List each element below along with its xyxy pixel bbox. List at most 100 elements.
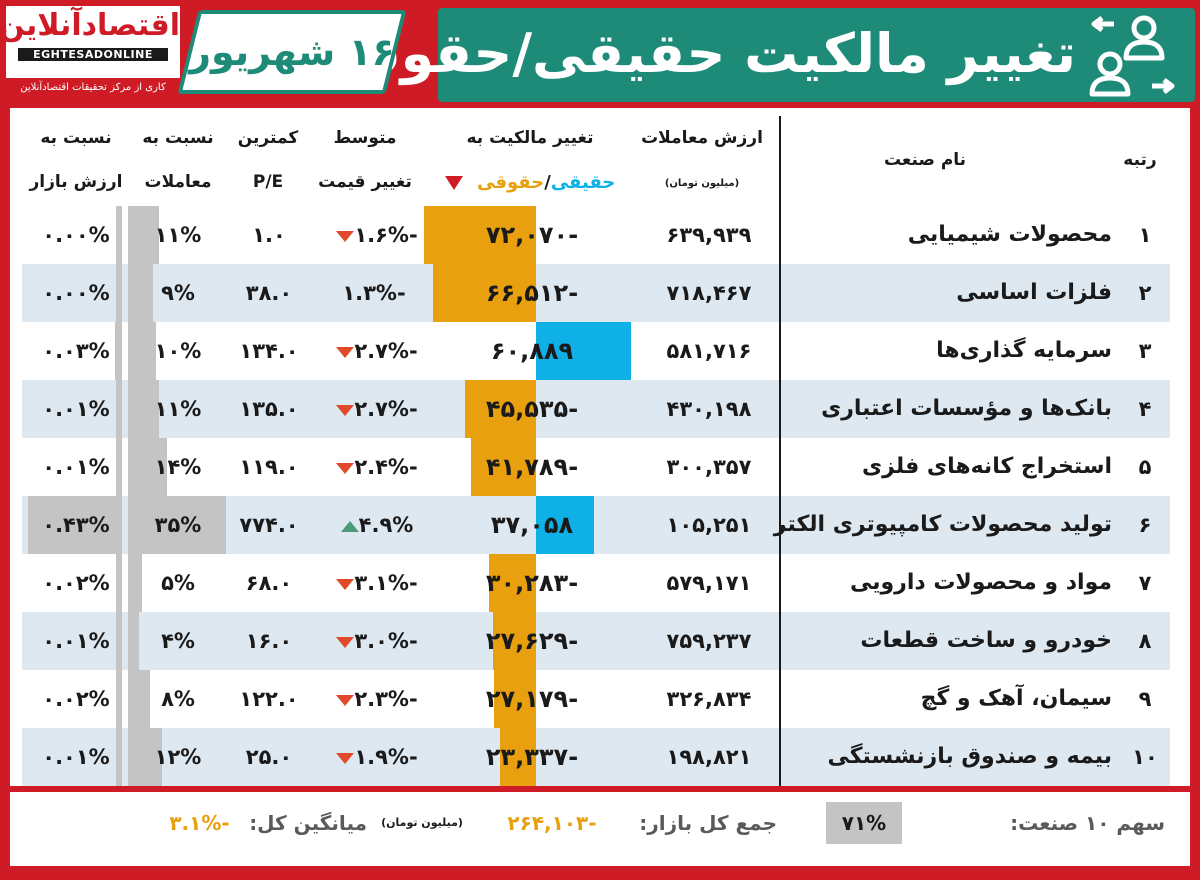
row-avg-change: -۲.۷% bbox=[314, 322, 434, 380]
row-pe: ۲۵.۰ bbox=[245, 745, 293, 769]
footer-avg-label: میانگین کل: bbox=[249, 811, 367, 835]
row-trade-value: ۱۰۵,۲۵۱ bbox=[666, 513, 752, 537]
row-avg-change: -۱.۹% bbox=[314, 728, 434, 786]
table-row: ۹ سیمان، آهک و گچ ۳۲۶,۸۳۴ -۲۷,۱۷۹ -۲.۳% ۱۲۲.۰… bbox=[22, 670, 1170, 728]
row-rank: ۸ bbox=[1138, 629, 1152, 653]
row-pe: ۳۸.۰ bbox=[245, 281, 293, 305]
legal-bar bbox=[489, 554, 536, 612]
legal-bar bbox=[424, 206, 536, 264]
table-row: ۷ مواد و محصولات دارویی ۵۷۹,۱۷۱ -۳۰,۲۸۳ -۳.۱… bbox=[22, 554, 1170, 612]
row-industry-name: مواد و محصولات دارویی bbox=[849, 570, 1112, 595]
legend-down-triangle-icon bbox=[444, 176, 463, 190]
row-market-ratio: ۰.۰۱% bbox=[42, 629, 110, 653]
date-label: ۱۶ شهریور bbox=[189, 30, 395, 74]
row-trade-value: ۵۷۹,۱۷۱ bbox=[666, 571, 752, 595]
logo: اقتصادآنلاین EGHTESADONLINE bbox=[0, 6, 180, 78]
row-trade-ratio: ۱۲% bbox=[154, 745, 202, 769]
logo-subtitle: EGHTESADONLINE bbox=[18, 48, 168, 61]
row-ownership-change: ۳۷,۰۵۸ bbox=[490, 511, 574, 539]
row-avg-change-value: -۱.۳% bbox=[342, 281, 406, 305]
table-row: ۲ فلزات اساسی ۷۱۸,۴۶۷ -۶۶,۵۱۲ -۱.۳% ۳۸.۰ ۹% ۰.۰… bbox=[22, 264, 1170, 322]
row-trade-value: ۴۳۰,۱۹۸ bbox=[666, 397, 752, 421]
row-rank: ۷ bbox=[1138, 571, 1152, 595]
row-rank: ۲ bbox=[1138, 281, 1152, 305]
row-trade-ratio: ۹% bbox=[161, 281, 195, 305]
header-avg-change-2: تغییر قیمت bbox=[318, 172, 412, 192]
trade-ratio-bar bbox=[128, 206, 159, 264]
table-row: ۱ محصولات شیمیایی ۶۳۹,۹۳۹ -۷۲,۰۷۰ -۱.۶% ۱.۰ ۱۱… bbox=[22, 206, 1170, 264]
header-ratio-trade-1: نسبت به bbox=[142, 128, 214, 148]
row-avg-change: -۳.۰% bbox=[314, 612, 434, 670]
row-industry-name: سیمان، آهک و گچ bbox=[920, 686, 1112, 711]
row-ownership-change: -۷۲,۰۷۰ bbox=[485, 221, 579, 249]
row-market-ratio: ۰.۰۳% bbox=[42, 339, 110, 363]
trade-ratio-bar bbox=[128, 496, 226, 554]
decrease-triangle-icon bbox=[336, 230, 355, 242]
footer-share-bar bbox=[826, 802, 902, 844]
row-avg-change-value: -۲.۴% bbox=[354, 455, 418, 479]
frame-bottom bbox=[0, 866, 1200, 880]
row-market-ratio: ۰.۰۰% bbox=[42, 223, 110, 247]
market-ratio-bar bbox=[115, 322, 122, 380]
table-row: ۶ تولید محصولات کامپیوتری الکتر ۱۰۵,۲۵۱ ۳۷,… bbox=[22, 496, 1170, 554]
legal-bar bbox=[500, 728, 536, 786]
legal-bar bbox=[465, 380, 536, 438]
row-trade-value: ۷۵۹,۲۳۷ bbox=[666, 629, 752, 653]
market-ratio-bar bbox=[116, 728, 122, 786]
legal-bar bbox=[471, 438, 536, 496]
legend-legal: حقوقی bbox=[477, 172, 545, 193]
decrease-triangle-icon bbox=[336, 694, 355, 706]
row-avg-change: -۱.۶% bbox=[314, 206, 434, 264]
trade-ratio-bar bbox=[128, 612, 139, 670]
row-market-ratio: ۰.۰۱% bbox=[42, 455, 110, 479]
footer-summary: سهم ۱۰ صنعت: ۷۱% جمع کل بازار: -۲۶۴,۱۰۳ … bbox=[22, 794, 1170, 852]
decrease-triangle-icon bbox=[336, 578, 355, 590]
footer-separator bbox=[10, 786, 1190, 792]
row-rank: ۹ bbox=[1138, 687, 1152, 711]
row-avg-change-value: -۳.۰% bbox=[354, 629, 418, 653]
frame-left bbox=[0, 108, 10, 880]
row-pe: ۷۷۴.۰ bbox=[239, 513, 299, 537]
row-trade-ratio: ۸% bbox=[161, 687, 195, 711]
row-avg-change-value: -۳.۱% bbox=[354, 571, 418, 595]
row-trade-ratio: ۵% bbox=[161, 571, 195, 595]
footer-total-unit: (میلیون تومان) bbox=[381, 816, 463, 829]
table-row: ۸ خودرو و ساخت قطعات ۷۵۹,۲۳۷ -۲۷,۶۲۹ -۳.۰% ۱۶… bbox=[22, 612, 1170, 670]
trade-ratio-bar bbox=[128, 728, 162, 786]
row-avg-change-value: -۱.۹% bbox=[354, 745, 418, 769]
row-trade-value: ۷۱۸,۴۶۷ bbox=[666, 281, 752, 305]
table-row: ۳ سرمایه گذاری‌ها ۵۸۱,۷۱۶ ۶۰,۸۸۹ -۲.۷% ۱۳۴.۰ ۱… bbox=[22, 322, 1170, 380]
header-value-unit: (میلیون تومان) bbox=[664, 178, 740, 189]
real-bar bbox=[536, 322, 631, 380]
header-ratio-market-1: نسبت به bbox=[40, 128, 112, 148]
row-trade-ratio: ۳۵% bbox=[154, 513, 202, 537]
row-trade-value: ۵۸۱,۷۱۶ bbox=[666, 339, 752, 363]
legend-sep: / bbox=[544, 172, 551, 193]
row-market-ratio: ۰.۴۳% bbox=[42, 513, 110, 537]
logo-wordmark: اقتصادآنلاین bbox=[0, 8, 180, 43]
row-rank: ۱۰ bbox=[1132, 745, 1158, 769]
decrease-triangle-icon bbox=[336, 404, 355, 416]
row-pe: ۱۳۵.۰ bbox=[239, 397, 299, 421]
market-ratio-bar bbox=[116, 438, 122, 496]
row-rank: ۴ bbox=[1138, 397, 1152, 421]
header-pe-1: کمترین bbox=[237, 128, 299, 148]
footer-total-value: -۲۶۴,۱۰۳ bbox=[507, 811, 597, 835]
market-ratio-bar bbox=[116, 670, 122, 728]
row-market-ratio: ۰.۰۰% bbox=[42, 281, 110, 305]
row-pe: ۱۱۹.۰ bbox=[239, 455, 299, 479]
footer-share-label: سهم ۱۰ صنعت: bbox=[1010, 811, 1165, 835]
footer-total-label: جمع کل بازار: bbox=[639, 811, 777, 835]
row-pe: ۱۲۲.۰ bbox=[239, 687, 299, 711]
row-industry-name: فلزات اساسی bbox=[956, 280, 1112, 305]
market-ratio-bar bbox=[116, 380, 122, 438]
row-avg-change-value: -۲.۷% bbox=[354, 339, 418, 363]
row-market-ratio: ۰.۰۲% bbox=[42, 687, 110, 711]
market-ratio-bar bbox=[28, 496, 122, 554]
table-row: ۴ بانک‌ها و مؤسسات اعتباری ۴۳۰,۱۹۸ -۴۵,۵۳۵ -… bbox=[22, 380, 1170, 438]
row-trade-value: ۱۹۸,۸۲۱ bbox=[666, 745, 752, 769]
row-market-ratio: ۰.۰۱% bbox=[42, 397, 110, 421]
row-avg-change: -۱.۳% bbox=[314, 264, 434, 322]
row-trade-value: ۳۰۰,۳۵۷ bbox=[666, 455, 752, 479]
row-ownership-change: -۴۱,۷۸۹ bbox=[485, 453, 579, 481]
